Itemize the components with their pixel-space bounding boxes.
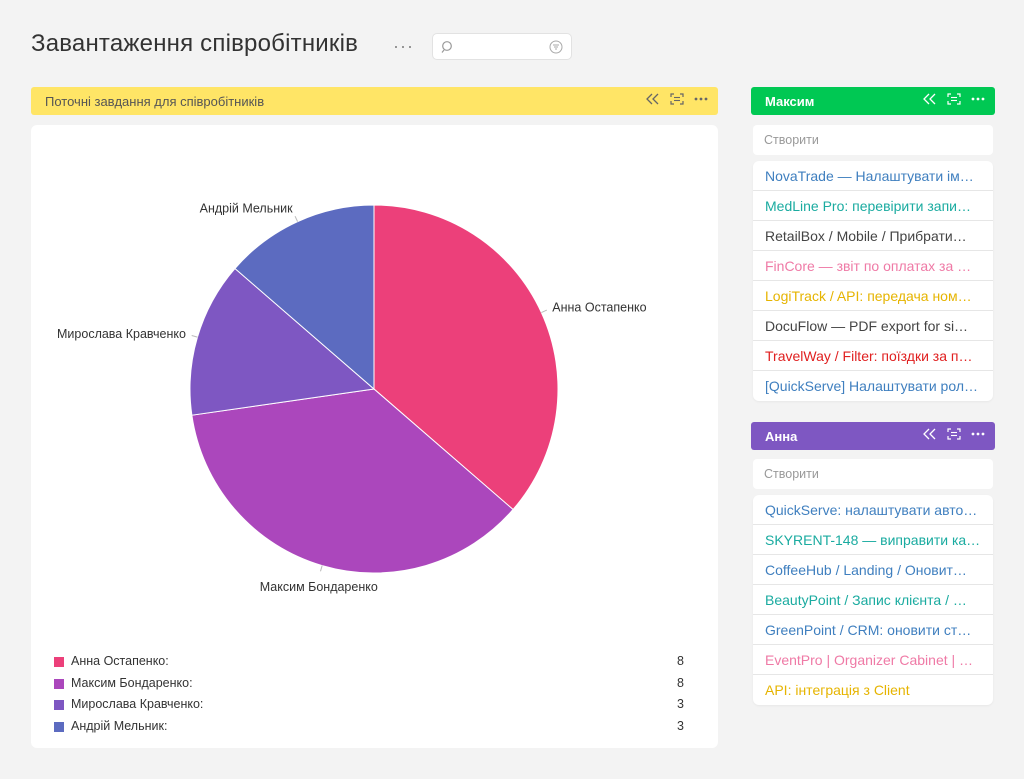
label-leader-line [319, 565, 323, 572]
legend-swatch [54, 678, 64, 689]
legend-label: Анна Остапенко: [71, 654, 169, 668]
legend-entry[interactable]: Максим Бондаренко: 8 [54, 675, 684, 697]
pie-slice[interactable] [189, 267, 376, 416]
chart-panel: Анна Остапенко Максим Бондаренко Мирослава… [31, 125, 718, 748]
task-item[interactable]: CoffeeHub / Landing / Оновит… [753, 555, 993, 585]
search-icon [441, 40, 455, 59]
legend-value: 8 [677, 654, 684, 668]
pie-chart: Анна Остапенко Максим Бондаренко Мирослава… [57, 202, 647, 594]
task-item[interactable]: GreenPoint / CRM: оновити ст… [753, 615, 993, 645]
legend-swatch [54, 721, 64, 732]
legend-entry[interactable]: Мирослава Кравченко: 3 [54, 696, 684, 718]
create-task-button[interactable]: Створити [753, 459, 993, 489]
pie-slice[interactable] [191, 388, 514, 574]
legend-value: 3 [677, 697, 684, 711]
create-task-button[interactable]: Створити [753, 125, 993, 155]
task-item[interactable]: FinCore — звіт по оплатах за … [753, 251, 993, 281]
legend-label: Максим Бондаренко: [71, 675, 193, 690]
more-icon[interactable] [971, 432, 985, 436]
task-item[interactable]: QuickServe: налаштувати авто… [753, 495, 993, 525]
task-item[interactable]: TravelWay / Filter: поїздки за п… [753, 341, 993, 371]
widget-title: Поточні завдання для співробітників [45, 94, 265, 109]
collapse-icon[interactable] [923, 428, 937, 440]
pie-slice[interactable] [234, 204, 375, 391]
create-label: Створити [764, 133, 819, 147]
search-input[interactable] [459, 38, 553, 58]
task-item[interactable]: MedLine Pro: перевірити запи… [753, 191, 993, 221]
scan-icon[interactable] [947, 93, 961, 105]
page-more-icon[interactable]: ··· [393, 36, 414, 56]
pie-slice[interactable] [373, 204, 559, 511]
legend-label: Мирослава Кравченко: [71, 697, 204, 711]
slice-label: Анна Остапенко [552, 301, 646, 315]
more-icon[interactable] [694, 97, 708, 101]
panel-header-maksym: Максим [751, 87, 995, 115]
panel-header-anna: Анна [751, 422, 995, 450]
task-list-maksym: NovaTrade — Налаштувати ім… MedLine Pro: … [753, 161, 993, 401]
slice-label: Мирослава Кравченко [57, 327, 186, 341]
collapse-icon[interactable] [646, 93, 660, 105]
label-leader-line [541, 309, 548, 314]
page-title: Завантаження співробітників [31, 30, 359, 57]
task-item[interactable]: API: інтеграція з Client [765, 682, 910, 698]
create-label: Створити [764, 467, 819, 481]
panel-title: Анна [765, 429, 798, 444]
task-item[interactable]: BeautyPoint / Запис клієнта / … [753, 585, 993, 615]
legend-swatch [54, 700, 64, 710]
panel-title: Максим [765, 94, 815, 109]
collapse-icon[interactable] [923, 93, 937, 105]
task-item[interactable]: SKYRENT-148 — виправити ка… [753, 525, 993, 555]
legend-swatch [54, 657, 64, 667]
task-item[interactable]: EventPro | Organizer Cabinet | … [753, 645, 993, 675]
label-leader-line [191, 334, 198, 338]
legend-label: Андрій Мельник: [71, 718, 168, 733]
widget-header: Поточні завдання для співробітників [31, 87, 718, 115]
task-list-anna: QuickServe: налаштувати авто… SKYRENT-148… [753, 495, 993, 705]
task-item[interactable]: NovaTrade — Налаштувати ім… [753, 161, 993, 191]
legend-value: 3 [677, 718, 684, 733]
chart-legend: Анна Остапенко: 8 Максим Бондаренко: 8 Мирос… [54, 653, 684, 739]
search-box[interactable] [432, 33, 572, 60]
task-item[interactable]: DocuFlow — PDF export for si… [753, 311, 993, 341]
label-leader-line [294, 215, 299, 222]
slice-label: Андрій Мельник [200, 202, 294, 216]
filter-icon[interactable] [549, 40, 563, 59]
legend-value: 8 [677, 675, 684, 690]
slice-label: Максим Бондаренко [260, 580, 378, 594]
scan-icon[interactable] [670, 93, 684, 105]
task-item[interactable]: LogiTrack / API: передача ном… [753, 281, 993, 311]
legend-entry[interactable]: Андрій Мельник: 3 [54, 718, 684, 740]
more-icon[interactable] [971, 97, 985, 101]
task-item[interactable]: RetailBox / Mobile / Прибрати… [753, 221, 993, 251]
task-item[interactable]: [QuickServe] Налаштувати рол… [765, 378, 978, 394]
legend-entry[interactable]: Анна Остапенко: 8 [54, 653, 684, 675]
scan-icon[interactable] [947, 428, 961, 440]
